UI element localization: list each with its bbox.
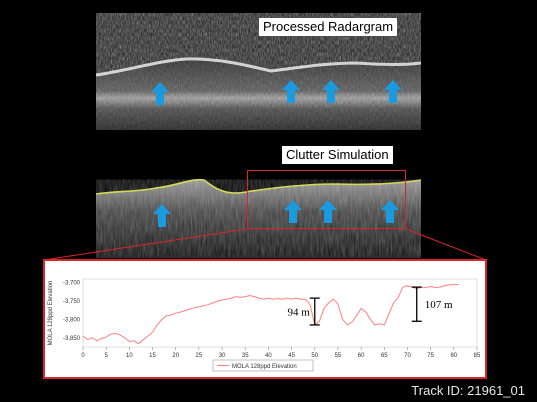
y-tick-label: -3,850: [63, 336, 81, 342]
x-tick-label: 30: [219, 353, 226, 359]
x-tick-label: 25: [196, 353, 203, 359]
x-tick-label: 75: [427, 353, 434, 359]
elevation-chart-panel: 0 5 10 15 20 25 30 35 40 45 50 55 60 65 70 75 80 85 -3,700…: [43, 259, 487, 379]
y-tick-label: -3,750: [63, 299, 81, 305]
x-tick-label: 65: [381, 353, 388, 359]
y-axis-label: MOLA 128ppd Elevation: [48, 281, 54, 346]
x-tick-label: 80: [450, 353, 457, 359]
height-annotation: 107 m: [411, 286, 453, 322]
radargram-label: Processed Radargram: [259, 18, 398, 36]
x-tick-label: 70: [404, 353, 411, 359]
track-id: Track ID: 21961_01: [411, 383, 525, 398]
x-tick-label: 15: [149, 353, 156, 359]
legend: MOLA 128ppd Elevation: [212, 359, 314, 372]
x-tick-label: 5: [105, 353, 109, 359]
annotation-label: 107 m: [425, 299, 453, 311]
clutter-label: Clutter Simulation: [282, 146, 393, 164]
height-annotation: 94 m: [287, 297, 320, 326]
y-tick-label: -3,700: [63, 281, 81, 287]
annotation-label: 94 m: [287, 307, 310, 319]
legend-label: MOLA 128ppd Elevation: [232, 364, 297, 370]
x-tick-label: 40: [265, 353, 272, 359]
x-tick-label: 50: [311, 353, 318, 359]
x-tick-label: 0: [81, 353, 85, 359]
plot-area: [82, 278, 478, 348]
highlight-box: [247, 170, 406, 229]
x-tick-label: 55: [335, 353, 342, 359]
legend-box: [212, 359, 314, 372]
x-tick-label: 35: [242, 353, 249, 359]
x-tick-label: 45: [288, 353, 295, 359]
x-tick-label: 20: [172, 353, 179, 359]
elevation-chart: 0 5 10 15 20 25 30 35 40 45 50 55 60 65 70 75 80 85 -3,700…: [48, 278, 481, 372]
elevation-series-line: [82, 284, 459, 345]
x-tick-label: 85: [474, 353, 481, 359]
y-tick-label: -3,800: [63, 317, 81, 323]
x-tick-label: 60: [358, 353, 365, 359]
x-tick-label: 10: [126, 353, 133, 359]
